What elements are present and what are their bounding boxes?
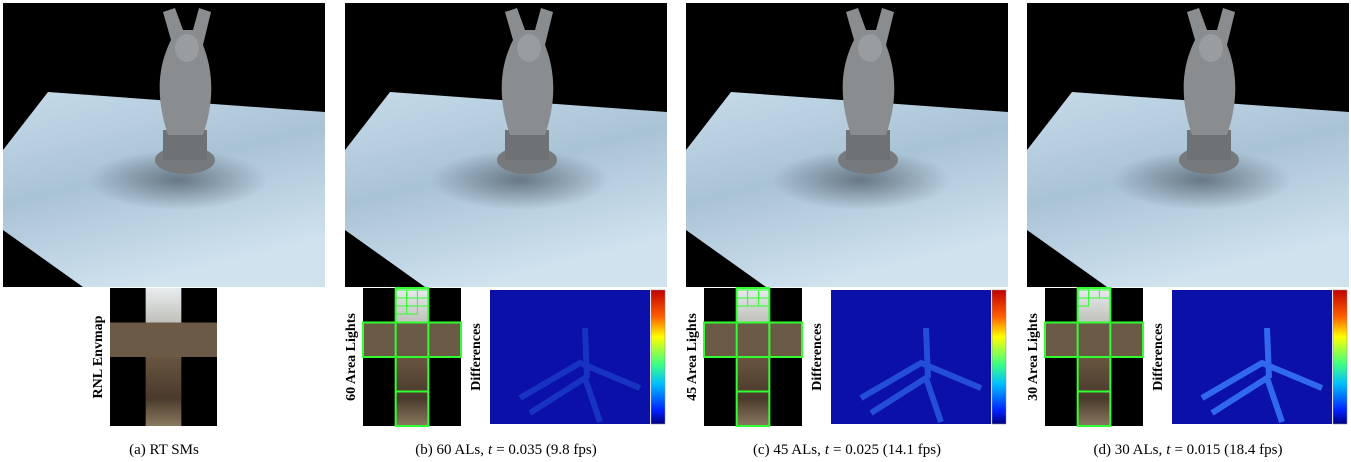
- caption-variable: t: [825, 442, 830, 458]
- caption: (b) 60 ALs,t= 0.035 (9.8 fps): [415, 442, 596, 458]
- statue-head: [858, 34, 882, 62]
- difference-label: Differences: [1151, 323, 1166, 391]
- panel: 45 Area Lights Differences (c) 45 ALs,t= 0…: [685, 3, 1008, 458]
- envmap-horizontal: [110, 323, 217, 358]
- statue-head: [1199, 34, 1223, 62]
- statue-head: [175, 34, 199, 62]
- colorbar: [1333, 290, 1347, 424]
- caption-prefix: (c) 45 ALs,: [753, 442, 821, 458]
- panel: 60 Area Lights Differences (b) 60 ALs,t= 0…: [344, 3, 667, 458]
- caption: (a) RT SMs: [129, 442, 199, 458]
- caption-text: (a) RT SMs: [129, 442, 199, 458]
- envmap-horizontal: [1045, 323, 1143, 358]
- panel: 30 Area Lights Differences (d) 30 ALs,t= 0…: [1026, 3, 1349, 458]
- difference-image: [831, 290, 991, 424]
- difference-image: [1172, 290, 1332, 424]
- page: {"panels": [ {"caption": "(a) RT SMs", "…: [0, 0, 1351, 462]
- colorbar: [992, 290, 1006, 424]
- caption-variable: t: [1166, 442, 1171, 458]
- difference-label: Differences: [810, 323, 825, 391]
- statue-head: [517, 34, 541, 62]
- caption-suffix: = 0.025 (14.1 fps): [833, 442, 941, 458]
- caption-prefix: (b) 60 ALs,: [415, 442, 484, 458]
- envmap-horizontal: [704, 323, 802, 358]
- caption: (d) 30 ALs,t= 0.015 (18.4 fps): [1094, 442, 1283, 458]
- caption-suffix: = 0.015 (18.4 fps): [1174, 442, 1282, 458]
- envmap-label: 30 Area Lights: [1026, 313, 1041, 401]
- figure: RNL Envmap (a) RT SMs 60 Area Lights Differ…: [0, 0, 1351, 462]
- caption-variable: t: [488, 442, 493, 458]
- envmap-label: 60 Area Lights: [344, 313, 359, 401]
- caption: (c) 45 ALs,t= 0.025 (14.1 fps): [753, 442, 941, 458]
- caption-prefix: (d) 30 ALs,: [1094, 442, 1163, 458]
- envmap-label: 45 Area Lights: [685, 313, 700, 401]
- difference-image: [490, 290, 650, 424]
- difference-label: Differences: [469, 323, 484, 391]
- panel: RNL Envmap (a) RT SMs: [3, 3, 325, 458]
- envmap-label: RNL Envmap: [91, 315, 106, 398]
- colorbar: [651, 290, 665, 424]
- envmap-horizontal: [363, 323, 461, 358]
- caption-suffix: = 0.035 (9.8 fps): [496, 442, 597, 458]
